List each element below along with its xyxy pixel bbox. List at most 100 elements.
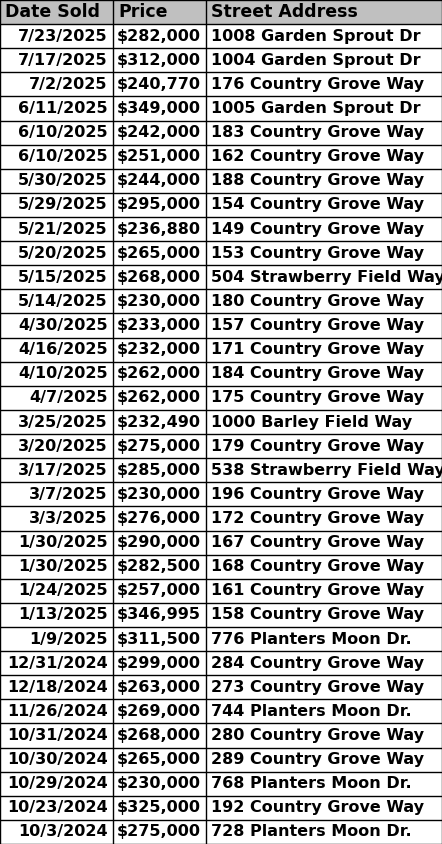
Text: 10/31/2024: 10/31/2024 <box>7 728 108 743</box>
Text: Street Address: Street Address <box>211 3 358 21</box>
Text: 7/2/2025: 7/2/2025 <box>29 77 108 92</box>
Bar <box>0 96 442 121</box>
Bar <box>0 0 442 24</box>
Text: 5/20/2025: 5/20/2025 <box>18 246 108 261</box>
Text: 5/21/2025: 5/21/2025 <box>18 222 108 236</box>
Text: 284 Country Grove Way: 284 Country Grove Way <box>211 656 424 671</box>
Bar <box>0 651 442 675</box>
Bar <box>0 338 442 362</box>
Bar <box>0 24 442 48</box>
Text: 280 Country Grove Way: 280 Country Grove Way <box>211 728 424 743</box>
Text: $325,000: $325,000 <box>117 800 201 815</box>
Bar <box>0 820 442 844</box>
Text: $269,000: $269,000 <box>117 704 201 719</box>
Text: $265,000: $265,000 <box>117 246 201 261</box>
Bar <box>0 603 442 627</box>
Text: 11/26/2024: 11/26/2024 <box>7 704 108 719</box>
Text: 289 Country Grove Way: 289 Country Grove Way <box>211 752 424 767</box>
Text: 5/15/2025: 5/15/2025 <box>18 270 108 284</box>
Text: $268,000: $268,000 <box>117 270 201 284</box>
Text: 172 Country Grove Way: 172 Country Grove Way <box>211 511 424 526</box>
Text: $349,000: $349,000 <box>117 101 201 116</box>
Bar <box>0 482 442 506</box>
Text: 1/24/2025: 1/24/2025 <box>18 583 108 598</box>
Text: 158 Country Grove Way: 158 Country Grove Way <box>211 608 424 622</box>
Text: 1004 Garden Sprout Dr: 1004 Garden Sprout Dr <box>211 53 421 68</box>
Text: 4/30/2025: 4/30/2025 <box>18 318 108 333</box>
Text: 4/10/2025: 4/10/2025 <box>18 366 108 381</box>
Text: 1/30/2025: 1/30/2025 <box>18 535 108 550</box>
Text: $268,000: $268,000 <box>117 728 201 743</box>
Bar <box>0 555 442 579</box>
Text: 6/10/2025: 6/10/2025 <box>18 149 108 165</box>
Bar <box>0 410 442 434</box>
Text: 168 Country Grove Way: 168 Country Grove Way <box>211 560 424 574</box>
Text: 538 Strawberry Field Way: 538 Strawberry Field Way <box>211 463 442 478</box>
Text: 176 Country Grove Way: 176 Country Grove Way <box>211 77 424 92</box>
Bar <box>0 434 442 458</box>
Text: 1/30/2025: 1/30/2025 <box>18 560 108 574</box>
Bar <box>0 289 442 313</box>
Bar <box>0 73 442 96</box>
Text: 4/16/2025: 4/16/2025 <box>18 342 108 357</box>
Text: 1/9/2025: 1/9/2025 <box>29 631 108 647</box>
Text: 4/7/2025: 4/7/2025 <box>29 391 108 405</box>
Text: 12/31/2024: 12/31/2024 <box>7 656 108 671</box>
Bar <box>0 506 442 531</box>
Text: $230,000: $230,000 <box>117 294 201 309</box>
Bar <box>0 531 442 555</box>
Text: 3/20/2025: 3/20/2025 <box>18 439 108 453</box>
Text: 1/13/2025: 1/13/2025 <box>18 608 108 622</box>
Text: 154 Country Grove Way: 154 Country Grove Way <box>211 197 424 213</box>
Bar <box>0 193 442 217</box>
Text: $346,995: $346,995 <box>117 608 201 622</box>
Text: $262,000: $262,000 <box>117 366 201 381</box>
Text: $262,000: $262,000 <box>117 391 201 405</box>
Text: 768 Planters Moon Dr.: 768 Planters Moon Dr. <box>211 776 412 791</box>
Bar <box>0 723 442 748</box>
Text: 5/29/2025: 5/29/2025 <box>18 197 108 213</box>
Text: 161 Country Grove Way: 161 Country Grove Way <box>211 583 424 598</box>
Text: 188 Country Grove Way: 188 Country Grove Way <box>211 173 424 188</box>
Text: $282,000: $282,000 <box>117 29 201 44</box>
Text: $311,500: $311,500 <box>117 631 201 647</box>
Text: 10/23/2024: 10/23/2024 <box>7 800 108 815</box>
Text: 167 Country Grove Way: 167 Country Grove Way <box>211 535 424 550</box>
Text: 12/18/2024: 12/18/2024 <box>7 679 108 695</box>
Bar <box>0 675 442 700</box>
Bar <box>0 748 442 771</box>
Text: Price: Price <box>118 3 168 21</box>
Text: 10/3/2024: 10/3/2024 <box>18 825 108 840</box>
Text: 7/23/2025: 7/23/2025 <box>18 29 108 44</box>
Text: $290,000: $290,000 <box>117 535 201 550</box>
Text: $299,000: $299,000 <box>117 656 201 671</box>
Text: Date Sold: Date Sold <box>5 3 100 21</box>
Text: 183 Country Grove Way: 183 Country Grove Way <box>211 125 424 140</box>
Text: 5/30/2025: 5/30/2025 <box>18 173 108 188</box>
Text: 162 Country Grove Way: 162 Country Grove Way <box>211 149 424 165</box>
Text: 1008 Garden Sprout Dr: 1008 Garden Sprout Dr <box>211 29 421 44</box>
Text: $257,000: $257,000 <box>117 583 201 598</box>
Text: $236,880: $236,880 <box>117 222 201 236</box>
Bar <box>0 579 442 603</box>
Text: 184 Country Grove Way: 184 Country Grove Way <box>211 366 424 381</box>
Text: $251,000: $251,000 <box>117 149 201 165</box>
Text: 744 Planters Moon Dr.: 744 Planters Moon Dr. <box>211 704 412 719</box>
Text: 180 Country Grove Way: 180 Country Grove Way <box>211 294 424 309</box>
Text: $312,000: $312,000 <box>117 53 201 68</box>
Bar <box>0 169 442 193</box>
Bar <box>0 144 442 169</box>
Text: 6/10/2025: 6/10/2025 <box>18 125 108 140</box>
Text: $244,000: $244,000 <box>117 173 201 188</box>
Text: $232,000: $232,000 <box>117 342 201 357</box>
Bar <box>0 627 442 651</box>
Text: 192 Country Grove Way: 192 Country Grove Way <box>211 800 424 815</box>
Bar <box>0 386 442 410</box>
Text: $275,000: $275,000 <box>117 825 201 840</box>
Text: 3/7/2025: 3/7/2025 <box>29 487 108 502</box>
Text: $282,500: $282,500 <box>117 560 201 574</box>
Text: 728 Planters Moon Dr.: 728 Planters Moon Dr. <box>211 825 412 840</box>
Text: 1005 Garden Sprout Dr: 1005 Garden Sprout Dr <box>211 101 421 116</box>
Text: 153 Country Grove Way: 153 Country Grove Way <box>211 246 424 261</box>
Text: 10/30/2024: 10/30/2024 <box>7 752 108 767</box>
